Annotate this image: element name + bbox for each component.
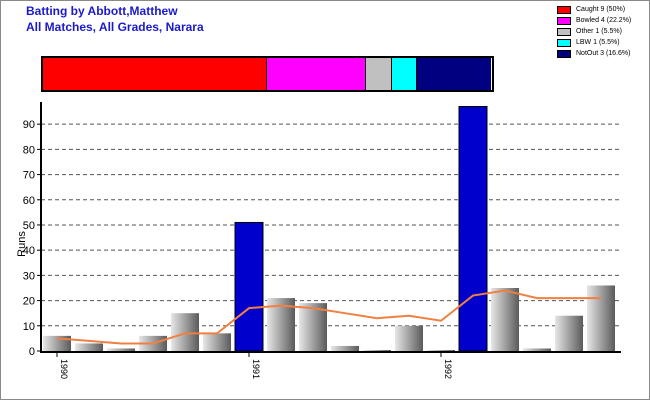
bar bbox=[331, 345, 359, 351]
bar bbox=[43, 335, 71, 351]
proportion-segment-notout bbox=[417, 58, 492, 90]
bar bbox=[427, 350, 455, 351]
bar bbox=[555, 315, 583, 351]
legend-label-other: Other 1 (5.5%) bbox=[576, 28, 622, 35]
bar bbox=[587, 285, 615, 351]
proportion-segment-bowled bbox=[266, 58, 367, 90]
legend-swatch-bowled bbox=[557, 16, 571, 25]
legend-label-caught: Caught 9 (50%) bbox=[576, 6, 626, 13]
legend-item-bowled: Bowled 4 (22.2%) bbox=[557, 15, 631, 26]
legend-swatch-lbw bbox=[557, 38, 571, 47]
bar bbox=[299, 303, 327, 351]
bar bbox=[203, 333, 231, 351]
proportion-segment-lbw bbox=[391, 58, 418, 90]
legend-label-lbw: LBW 1 (5.5%) bbox=[576, 39, 620, 46]
y-tick-label: 50 bbox=[23, 220, 35, 232]
x-tick-label: 1992 bbox=[443, 359, 453, 379]
y-tick-label: 90 bbox=[23, 119, 35, 131]
bar bbox=[234, 221, 264, 352]
legend-item-lbw: LBW 1 (5.5%) bbox=[557, 37, 631, 48]
bar bbox=[171, 313, 199, 351]
chart-subtitle: All Matches, All Grades, Narara bbox=[26, 20, 204, 34]
y-tick-label: 30 bbox=[23, 270, 35, 282]
proportion-segment-other bbox=[366, 58, 392, 90]
legend-item-other: Other 1 (5.5%) bbox=[557, 26, 631, 37]
y-tick-label: 10 bbox=[23, 321, 35, 333]
bar bbox=[523, 348, 551, 351]
y-tick-label: 20 bbox=[23, 296, 35, 308]
bars bbox=[43, 106, 615, 352]
y-tick-label: 70 bbox=[23, 170, 35, 182]
y-tick-label: 80 bbox=[23, 144, 35, 156]
legend-item-notout: NotOut 3 (16.6%) bbox=[557, 48, 631, 59]
bar bbox=[107, 348, 135, 351]
y-tick-label: 60 bbox=[23, 195, 35, 207]
dismissal-proportion-bar bbox=[41, 56, 494, 92]
legend-swatch-other bbox=[557, 27, 571, 36]
legend-item-caught: Caught 9 (50%) bbox=[557, 4, 631, 15]
trend-line-path bbox=[56, 289, 601, 345]
legend: Caught 9 (50%) Bowled 4 (22.2%) Other 1 … bbox=[557, 4, 631, 59]
legend-swatch-notout bbox=[557, 49, 571, 58]
x-tick-label: 1991 bbox=[251, 359, 261, 379]
bar bbox=[75, 343, 103, 351]
bar bbox=[395, 325, 423, 351]
legend-swatch-caught bbox=[557, 5, 571, 14]
trend-line bbox=[56, 289, 601, 345]
x-tick-label: 1990 bbox=[59, 359, 69, 379]
chart-title: Batting by Abbott,Matthew bbox=[26, 4, 178, 18]
axes: 0 10 20 30 40 50 60 70 80 90 1990 1991 1992 bbox=[23, 102, 621, 379]
gridlines bbox=[41, 123, 621, 327]
legend-label-bowled: Bowled 4 (22.2%) bbox=[576, 17, 632, 24]
bar bbox=[491, 287, 519, 351]
bar bbox=[458, 106, 488, 352]
proportion-segment-caught bbox=[43, 58, 267, 90]
y-tick-label: 40 bbox=[23, 245, 35, 257]
y-tick-label: 0 bbox=[29, 346, 35, 358]
bar bbox=[363, 350, 391, 351]
legend-label-notout: NotOut 3 (16.6%) bbox=[576, 50, 631, 57]
